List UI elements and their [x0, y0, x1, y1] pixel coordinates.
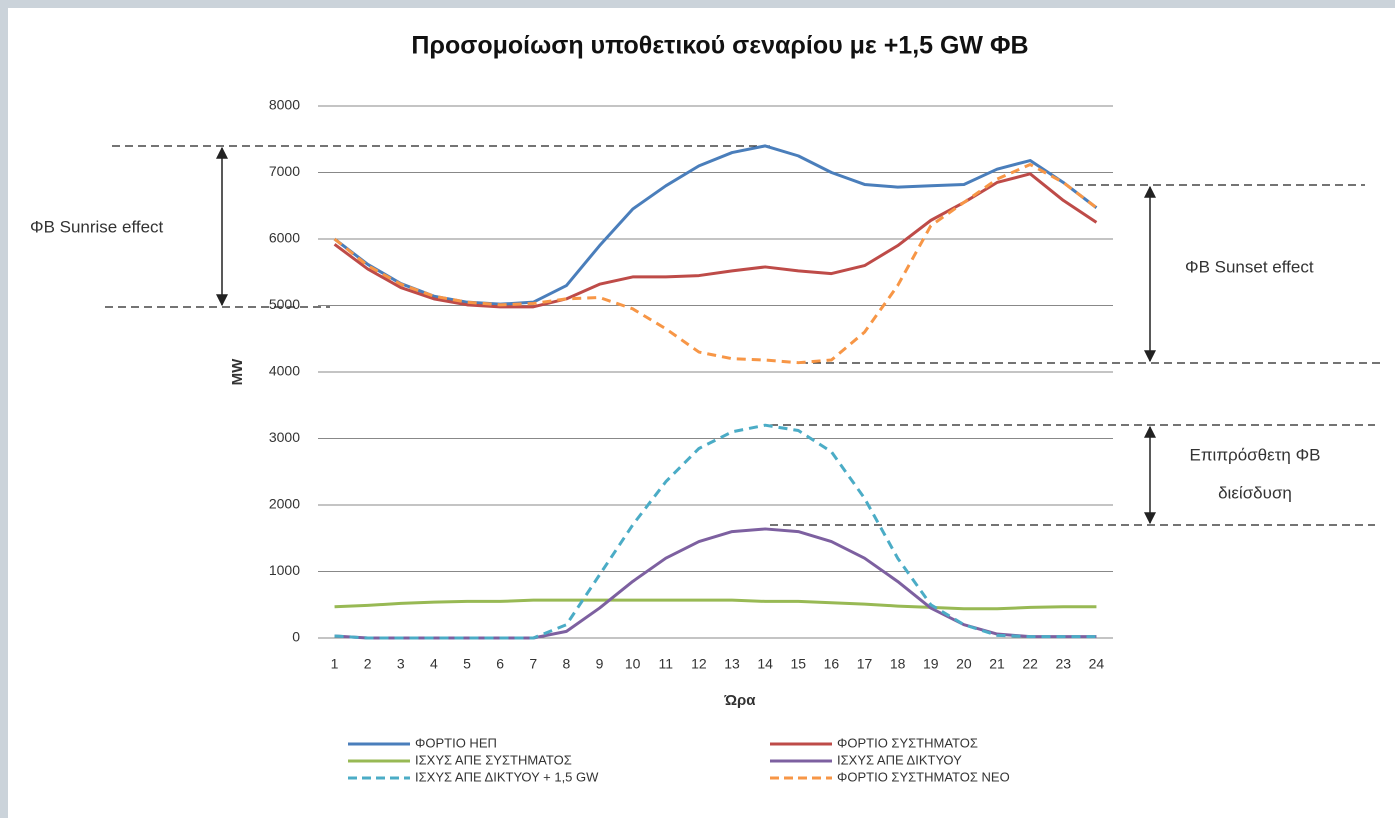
x-tick-label: 21 — [989, 656, 1005, 672]
y-tick-label: 4000 — [269, 363, 300, 379]
annotation: Επιπρόσθετη ΦΒ — [1189, 445, 1320, 464]
x-tick-label: 24 — [1089, 656, 1105, 672]
x-tick-label: 10 — [625, 656, 641, 672]
y-tick-label: 7000 — [269, 163, 300, 179]
x-tick-label: 7 — [529, 656, 537, 672]
annotation: διείσδυση — [1218, 483, 1292, 502]
x-tick-label: 1 — [331, 656, 339, 672]
x-tick-label: 22 — [1022, 656, 1038, 672]
legend-label: ΙΣΧΥΣ ΑΠΕ ΔΙΚΤΥΟΥ — [837, 752, 962, 767]
series-line — [333, 163, 1098, 365]
legend-label: ΙΣΧΥΣ ΑΠΕ ΣΥΣΤΗΜΑΤΟΣ — [415, 752, 572, 767]
series-line — [333, 144, 1098, 306]
x-tick-label: 19 — [923, 656, 939, 672]
x-tick-label: 17 — [857, 656, 873, 672]
x-tick-label: 13 — [724, 656, 740, 672]
x-tick-label: 15 — [791, 656, 807, 672]
series-line — [334, 598, 1097, 611]
y-axis-label: MW — [229, 358, 246, 385]
x-tick-label: 16 — [824, 656, 840, 672]
y-tick-label: 5000 — [269, 296, 300, 312]
series-line — [334, 527, 1097, 640]
y-tick-label: 8000 — [269, 97, 300, 113]
x-tick-label: 12 — [691, 656, 707, 672]
x-tick-label: 2 — [364, 656, 372, 672]
series-line — [333, 172, 1098, 309]
x-tick-label: 9 — [596, 656, 604, 672]
x-tick-label: 23 — [1056, 656, 1072, 672]
x-tick-label: 11 — [659, 656, 674, 672]
x-tick-label: 14 — [757, 656, 773, 672]
legend-label: ΦΟΡΤΙΟ ΗΕΠ — [415, 735, 497, 750]
x-tick-label: 20 — [956, 656, 972, 672]
x-tick-label: 6 — [496, 656, 504, 672]
x-tick-label: 8 — [563, 656, 571, 672]
legend: ΦΟΡΤΙΟ ΗΕΠ ΦΟΡΤΙΟ ΣΥΣΤΗΜΑΤΟΣ ΙΣΧΥΣ ΑΠΕ ΣΥΣ… — [348, 735, 1010, 784]
annotation-guides — [105, 145, 1380, 526]
y-tick-label: 6000 — [269, 230, 300, 246]
y-tick-label: 3000 — [269, 429, 300, 445]
legend-label: ΙΣΧΥΣ ΑΠΕ ΔΙΚΤΥΟΥ + 1,5 GW — [415, 769, 599, 784]
x-tick-label: 18 — [890, 656, 906, 672]
annotation: ΦΒ Sunrise effect — [30, 217, 164, 236]
series-line — [334, 423, 1097, 640]
y-tick-label: 1000 — [269, 562, 300, 578]
legend-label: ΦΟΡΤΙΟ ΣΥΣΤΗΜΑΤΟΣ — [837, 735, 978, 750]
chart-title: Προσομοίωση υποθετικού σεναρίου με +1,5 … — [411, 32, 1028, 60]
x-tick-label: 4 — [430, 656, 438, 672]
y-tick-label: 2000 — [269, 496, 300, 512]
x-axis-label: Ώρα — [723, 692, 756, 709]
y-tick-label: 0 — [292, 629, 300, 645]
legend-label: ΦΟΡΤΙΟ ΣΥΣΤΗΜΑΤΟΣ ΝΕΟ — [837, 769, 1010, 784]
slide — [8, 8, 1395, 818]
x-tick-label: 3 — [397, 656, 405, 672]
x-tick-label: 5 — [463, 656, 471, 672]
annotation: ΦΒ Sunset effect — [1185, 257, 1314, 276]
plot — [333, 144, 1098, 640]
